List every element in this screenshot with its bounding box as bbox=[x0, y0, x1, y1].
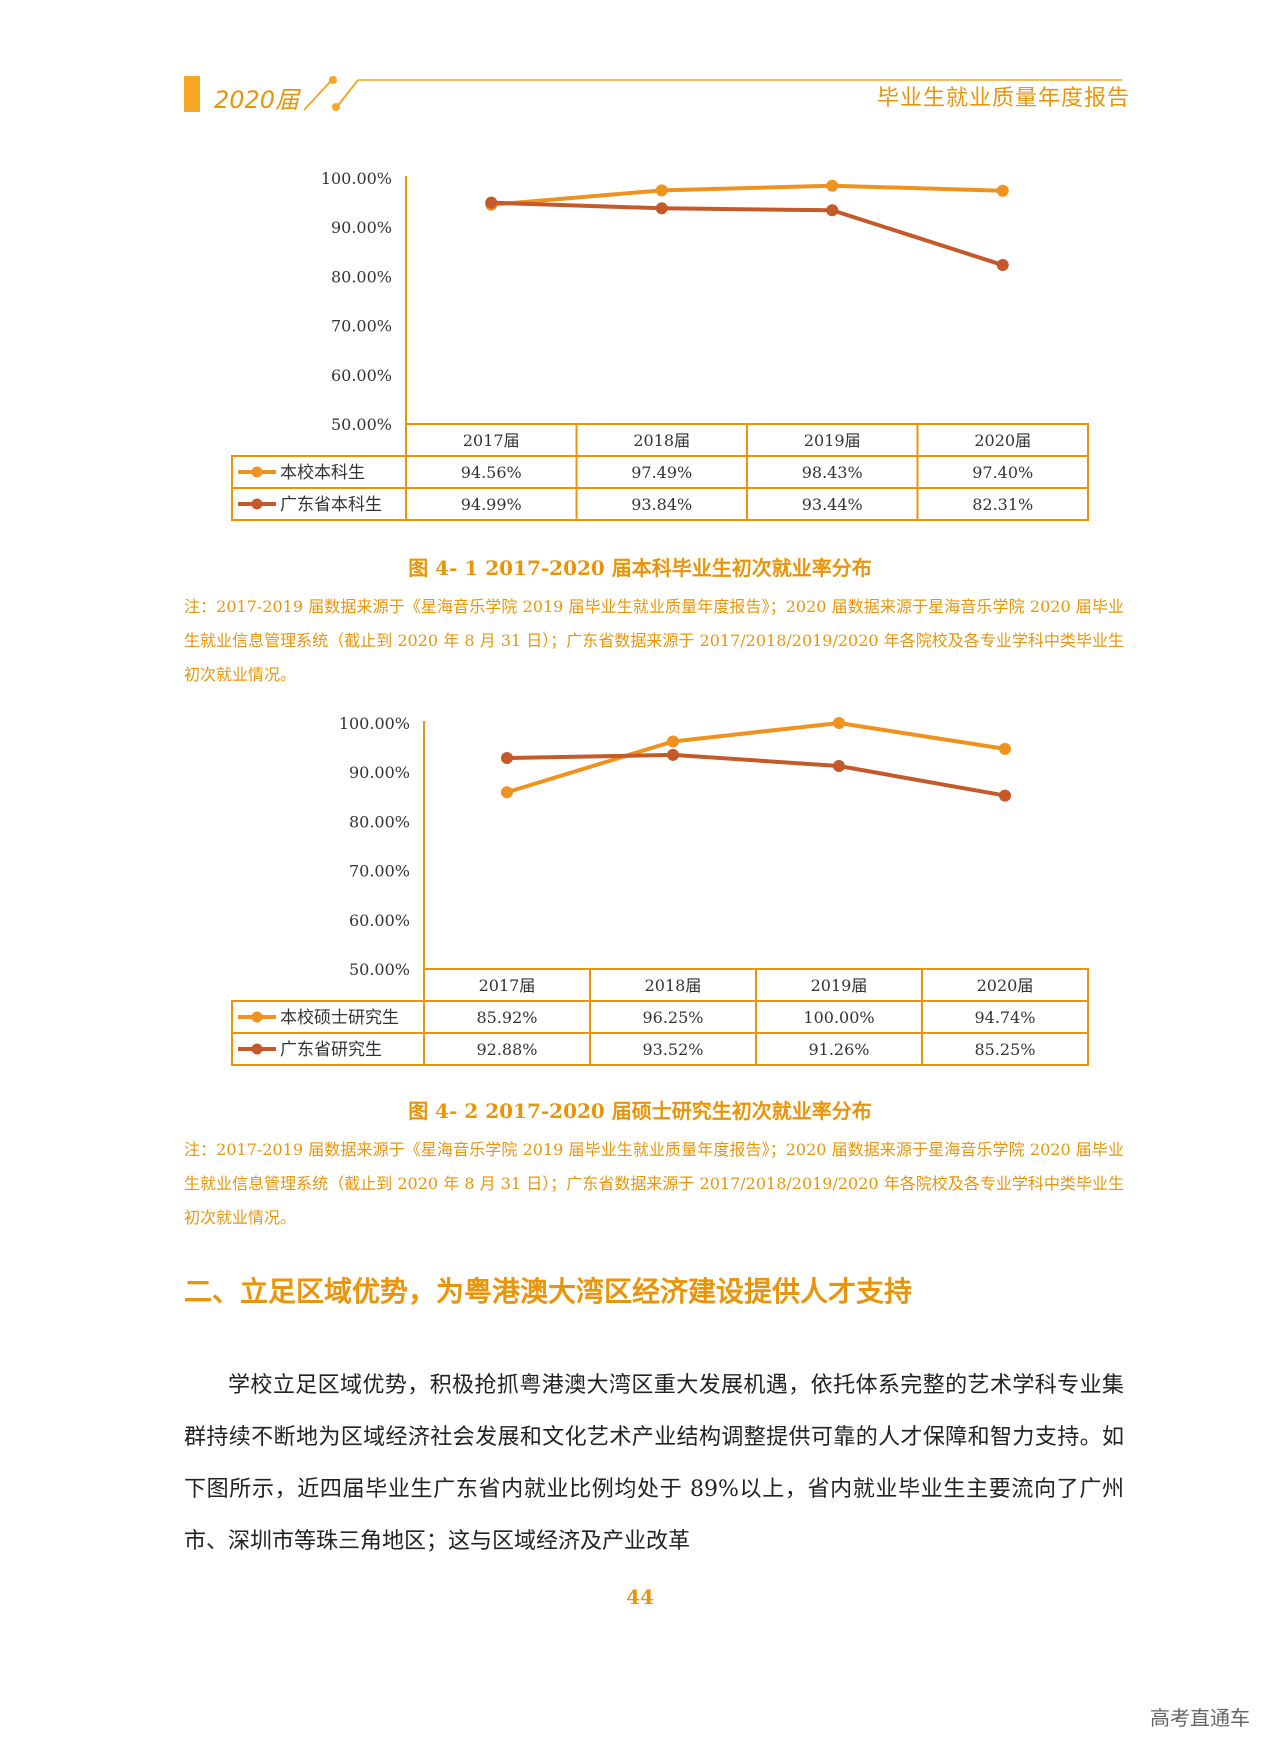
y-tick-label: 60.00% bbox=[331, 366, 392, 385]
page-number: 44 bbox=[626, 1585, 654, 1609]
data-point-1 bbox=[826, 204, 839, 217]
legend-marker-0 bbox=[251, 1011, 263, 1023]
legend-marker-1 bbox=[251, 1043, 263, 1055]
y-tick-label: 100.00% bbox=[321, 169, 392, 188]
y-tick-label: 70.00% bbox=[349, 862, 410, 881]
data-point-1 bbox=[667, 748, 679, 761]
table-value: 92.88% bbox=[476, 1040, 537, 1059]
series-line-0 bbox=[506, 721, 1006, 795]
watermark: 高考直通车 bbox=[1150, 1706, 1250, 1730]
y-tick-label: 100.00% bbox=[339, 714, 410, 733]
x-category-label: 2018届 bbox=[633, 431, 690, 450]
table-value: 82.31% bbox=[972, 495, 1033, 514]
data-point-0 bbox=[999, 742, 1011, 755]
y-tick-label: 60.00% bbox=[349, 911, 410, 930]
x-category-label: 2017届 bbox=[479, 976, 536, 995]
data-point-1 bbox=[485, 196, 498, 209]
table-value: 93.44% bbox=[802, 495, 863, 514]
data-point-1 bbox=[996, 259, 1009, 272]
body-paragraph: 学校立足区域优势，积极抢抓粤港澳大湾区重大发展机遇，依托体系完整的艺术学科专业集… bbox=[184, 1373, 1124, 1554]
legend-label-1: 广东省本科生 bbox=[280, 495, 382, 515]
table-value: 94.56% bbox=[461, 463, 522, 482]
chart-undergrad: 100.00% 90.00% 80.00% 70.00% 60.00% 50.00% 201… bbox=[0, 160, 1280, 530]
x-category-label: 2020届 bbox=[977, 976, 1034, 995]
data-point-0 bbox=[833, 717, 845, 729]
data-point-1 bbox=[999, 789, 1011, 802]
header-slash-1 bbox=[303, 81, 331, 111]
x-category-label: 2020届 bbox=[974, 431, 1031, 450]
table-value: 98.43% bbox=[802, 463, 863, 482]
header-accent-bar bbox=[184, 76, 200, 112]
table-value: 85.92% bbox=[476, 1008, 537, 1027]
header-dot-1 bbox=[329, 76, 337, 84]
data-point-1 bbox=[655, 202, 668, 215]
legend-label-1: 广东省研究生 bbox=[280, 1040, 382, 1060]
data-point-0 bbox=[655, 184, 668, 197]
table-value: 93.52% bbox=[642, 1040, 703, 1059]
header-year: 2020届 bbox=[214, 86, 300, 114]
y-tick-label: 80.00% bbox=[331, 267, 392, 286]
table-value: 100.00% bbox=[803, 1008, 874, 1027]
y-tick-label: 90.00% bbox=[349, 763, 410, 782]
data-point-0 bbox=[501, 786, 513, 799]
x-category-label: 2018届 bbox=[645, 976, 702, 995]
figure-caption-2: 图 4- 2 2017-2020 届硕士研究生初次就业率分布 bbox=[408, 1099, 872, 1123]
table-value: 97.49% bbox=[631, 463, 692, 482]
header-dot-2 bbox=[332, 103, 340, 111]
figure-note-2: 注：2017-2019 届数据来源于《星海音乐学院 2019 届毕业生就业质量年… bbox=[184, 1140, 1124, 1227]
legend-marker-1 bbox=[251, 498, 263, 510]
y-tick-label: 50.00% bbox=[349, 960, 410, 979]
table-value: 94.74% bbox=[974, 1008, 1035, 1027]
table-value: 91.26% bbox=[808, 1040, 869, 1059]
chart-graduate: 100.00% 90.00% 80.00% 70.00% 60.00% 50.00% 201… bbox=[0, 705, 1280, 1075]
legend-label-0: 本校硕士研究生 bbox=[280, 1008, 399, 1028]
data-point-0 bbox=[667, 735, 679, 748]
y-tick-label: 90.00% bbox=[331, 218, 392, 237]
table-value: 96.25% bbox=[642, 1008, 703, 1027]
section-heading: 二、立足区域优势，为粤港澳大湾区经济建设提供人才支持 bbox=[184, 1275, 913, 1308]
series-line-0 bbox=[491, 183, 1003, 207]
x-category-label: 2017届 bbox=[463, 431, 520, 450]
x-category-label: 2019届 bbox=[804, 431, 861, 450]
series-line-1 bbox=[491, 200, 1004, 267]
data-point-0 bbox=[996, 184, 1009, 197]
table-value: 97.40% bbox=[972, 463, 1033, 482]
x-category-label: 2019届 bbox=[811, 976, 868, 995]
legend-label-0: 本校本科生 bbox=[280, 463, 365, 483]
data-point-1 bbox=[501, 752, 513, 765]
data-point-0 bbox=[826, 179, 839, 192]
y-tick-label: 80.00% bbox=[349, 812, 410, 831]
y-tick-label: 70.00% bbox=[331, 317, 392, 336]
header-title: 毕业生就业质量年度报告 bbox=[876, 86, 1130, 111]
header-decoration bbox=[184, 76, 1122, 112]
chart-graduate-svg: 100.00% 90.00% 80.00% 70.00% 60.00% 50.00% 201… bbox=[231, 714, 1089, 1066]
page-header: 2020届 毕业生就业质量年度报告 bbox=[0, 0, 1280, 130]
figure-note-1: 注：2017-2019 届数据来源于《星海音乐学院 2019 届毕业生就业质量年… bbox=[184, 597, 1124, 684]
y-tick-label: 50.00% bbox=[331, 415, 392, 434]
chart-undergrad-svg: 100.00% 90.00% 80.00% 70.00% 60.00% 50.00% 201… bbox=[231, 169, 1089, 521]
series-line-1 bbox=[506, 752, 1006, 798]
figure-caption-1: 图 4- 1 2017-2020 届本科毕业生初次就业率分布 bbox=[408, 556, 872, 580]
table-value: 93.84% bbox=[631, 495, 692, 514]
table-value: 85.25% bbox=[974, 1040, 1035, 1059]
legend-marker-0 bbox=[251, 466, 263, 478]
header-slash-2 bbox=[335, 79, 359, 109]
data-point-1 bbox=[833, 760, 845, 773]
table-value: 94.99% bbox=[461, 495, 522, 514]
